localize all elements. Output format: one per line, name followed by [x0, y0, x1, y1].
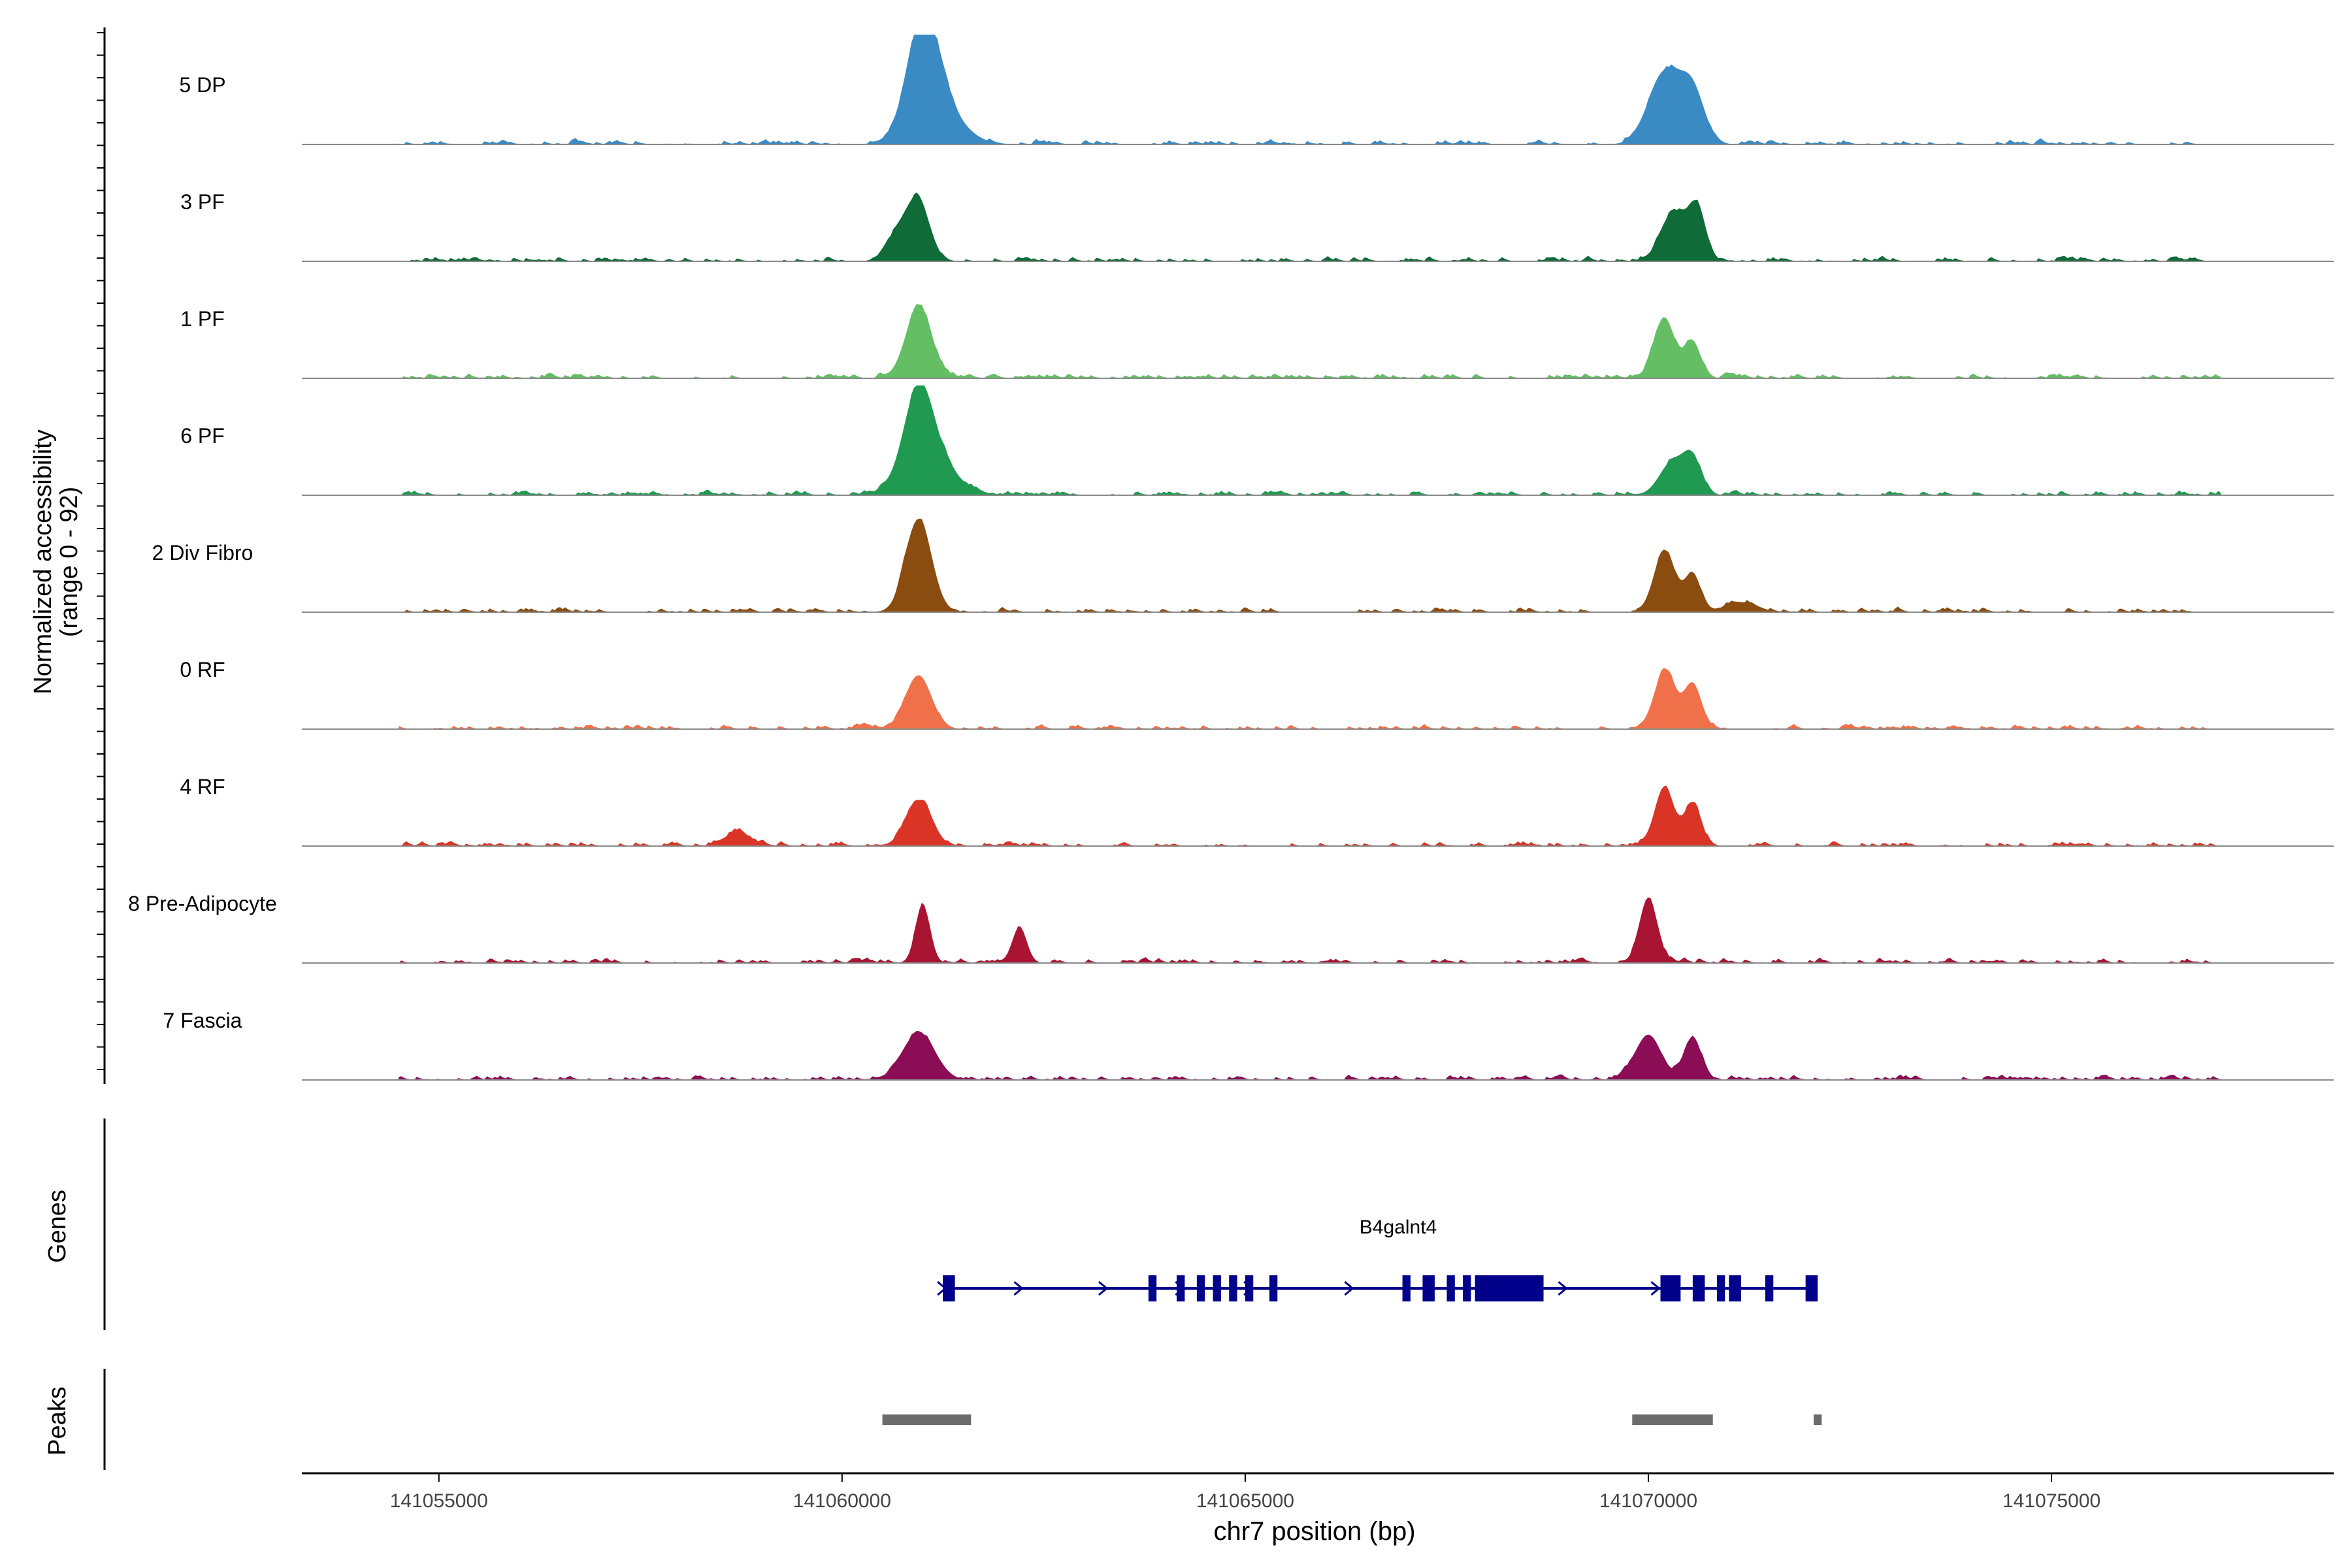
track-label-4-rf: 4 RF [180, 775, 225, 798]
track-label-7-fascia: 7 Fascia [163, 1009, 242, 1032]
coverage-area-8-pre-adipocyte [399, 897, 2221, 963]
strand-arrow [1558, 1281, 1568, 1296]
track-4-rf: 4 RF [180, 775, 2334, 847]
track-label-1-pf: 1 PF [180, 307, 225, 331]
gene-exon [1269, 1275, 1278, 1301]
gene-exon [1446, 1275, 1455, 1301]
strand-arrow [1013, 1281, 1024, 1296]
gene-exon [1245, 1275, 1254, 1301]
track-7-fascia: 7 Fascia [163, 1009, 2334, 1081]
peaks-axis-label: Peaks [44, 1386, 71, 1456]
strand-arrow [1098, 1281, 1109, 1296]
coverage-area-3-pf [399, 192, 2221, 261]
gene-exon [1692, 1275, 1705, 1301]
track-label-8-pre-adipocyte: 8 Pre-Adipocyte [128, 892, 277, 915]
coverage-area-2-div-fibro [399, 518, 2221, 612]
track-6-pf: 6 PF [180, 385, 2334, 496]
gene-exon [1805, 1275, 1818, 1301]
gene-exon [1177, 1275, 1185, 1301]
track-label-0-rf: 0 RF [180, 658, 225, 681]
gene-exon [943, 1275, 955, 1301]
coverage-area-0-rf [399, 668, 2221, 729]
track-label-3-pf: 3 PF [180, 190, 225, 214]
x-tick-label: 141065000 [1196, 1490, 1294, 1512]
gene-exon [1213, 1275, 1221, 1301]
y-axis-label-line1: Normalized accessibility [29, 429, 57, 694]
gene-track [937, 1275, 1818, 1301]
x-tick-label: 141075000 [2002, 1490, 2100, 1512]
x-axis: 141055000 141060000 141065000 141070000 1410… [302, 1472, 2334, 1512]
x-tick-label: 141060000 [793, 1490, 891, 1512]
x-tick-label: 141055000 [390, 1490, 488, 1512]
peak-region [1813, 1414, 1822, 1425]
track-label-5-dp: 5 DP [179, 73, 225, 97]
track-2-div-fibro: 2 Div Fibro [152, 518, 2334, 613]
gene-exon [1475, 1275, 1544, 1301]
peak-region [882, 1414, 972, 1425]
gene-exon [1148, 1275, 1157, 1301]
coverage-area-1-pf [399, 304, 2221, 378]
gene-exon [1196, 1275, 1205, 1301]
coverage-area-6-pf [399, 385, 2221, 495]
gene-exon [1765, 1275, 1774, 1301]
left-axis-brackets [97, 27, 106, 1470]
x-tick-label: 141070000 [1599, 1490, 1697, 1512]
coverage-area-4-rf [399, 785, 2221, 846]
gene-exon [1729, 1275, 1741, 1301]
gene-exon [1660, 1275, 1681, 1301]
gene-exon [1463, 1275, 1471, 1301]
gene-exon [1229, 1275, 1237, 1301]
track-0-rf: 0 RF [180, 658, 2334, 730]
track-label-2-div-fibro: 2 Div Fibro [152, 541, 253, 564]
peak-region [1632, 1414, 1713, 1425]
gene-name-label: B4galnt4 [1360, 1217, 1437, 1238]
y-axis-label-line2: (range 0 - 92) [56, 487, 83, 637]
x-axis-title: chr7 position (bp) [1213, 1517, 1415, 1546]
coverage-tracks: 5 DP 3 PF 1 PF 6 PF 2 Div Fibro 0 RF 4 RF 8 Pre… [128, 35, 2334, 1081]
peaks-track [882, 1414, 1822, 1425]
strand-arrow [1344, 1281, 1354, 1296]
genes-axis-label: Genes [44, 1190, 71, 1263]
gene-exon [1716, 1275, 1725, 1301]
gene-exon [1422, 1275, 1435, 1301]
gene-exon [1402, 1275, 1411, 1301]
track-1-pf: 1 PF [180, 304, 2334, 379]
track-8-pre-adipocyte: 8 Pre-Adipocyte [128, 892, 2334, 964]
coverage-area-7-fascia [399, 1030, 2221, 1080]
coverage-area-5-dp [399, 35, 2221, 144]
track-5-dp: 5 DP [179, 35, 2334, 145]
track-3-pf: 3 PF [180, 190, 2334, 262]
track-label-6-pf: 6 PF [180, 424, 225, 448]
strand-arrow [1650, 1281, 1661, 1296]
